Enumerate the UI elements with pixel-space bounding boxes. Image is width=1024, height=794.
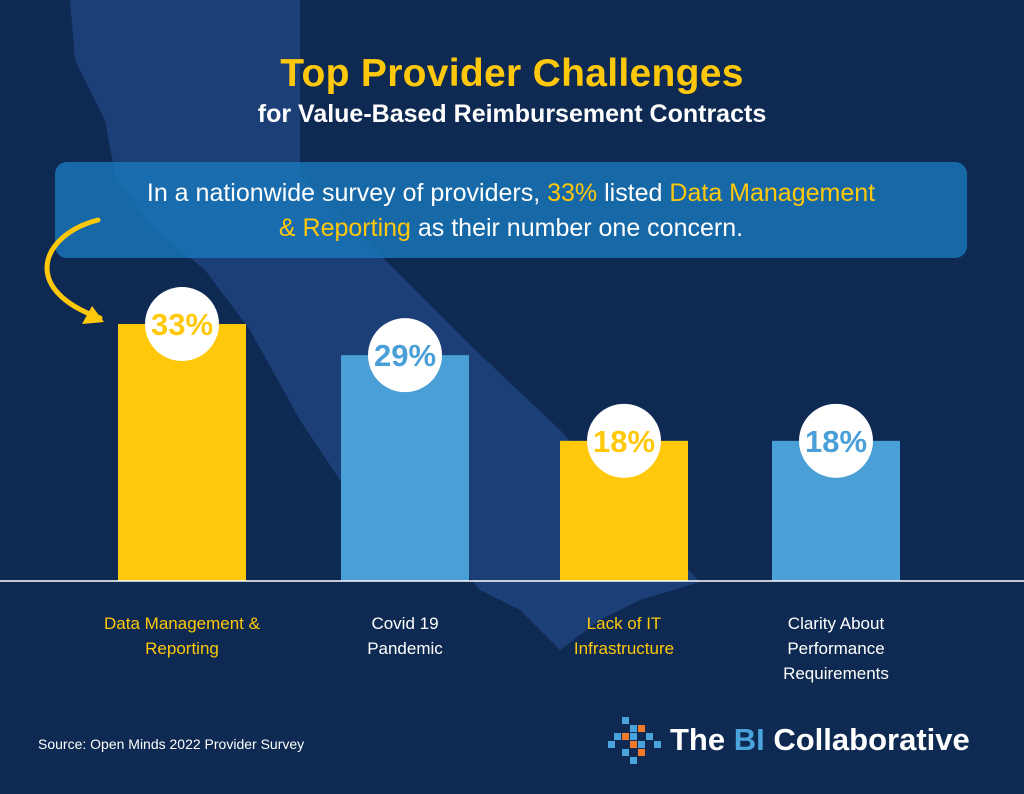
logo-text-collaborative: Collaborative	[764, 722, 970, 757]
value-badge-4	[799, 403, 873, 478]
category-label-line: Infrastructure	[573, 639, 675, 658]
logo-mark-icon	[608, 717, 661, 764]
value-label-1: 33%	[151, 307, 213, 342]
value-badge-2	[368, 318, 442, 393]
category-label-2: Covid 19 Pandemic	[295, 611, 515, 661]
curved-arrow-icon	[44, 217, 103, 321]
arrow-head-icon	[82, 306, 104, 324]
category-label-line: Clarity About	[787, 614, 885, 633]
bar-1	[118, 324, 246, 581]
page-subtitle: for Value-Based Reimbursement Contracts	[257, 100, 767, 128]
callout-text-1: In a nationwide survey of providers,	[146, 179, 548, 207]
category-label-4: Clarity About Performance Requirements	[726, 611, 946, 686]
category-label-line: Reporting	[145, 639, 219, 658]
category-label-line: Requirements	[783, 664, 889, 683]
value-label-2: 29%	[374, 338, 436, 373]
callout-text-2: listed	[597, 179, 670, 207]
category-label-line: Performance	[787, 639, 885, 658]
bar-2	[341, 355, 469, 581]
logo: The BI Collaborative	[608, 712, 970, 768]
value-badge-3	[587, 403, 661, 478]
page-title: Top Provider Challenges	[280, 52, 744, 95]
logo-text-the: The	[670, 722, 734, 757]
value-label-4: 18%	[805, 424, 867, 459]
source-note: Source: Open Minds 2022 Provider Survey	[38, 736, 305, 752]
logo-text: The BI Collaborative	[670, 722, 970, 758]
category-label-line: Pandemic	[367, 639, 443, 658]
callout-box: In a nationwide survey of providers, 33%…	[55, 162, 967, 258]
category-label-line: Data Management &	[104, 614, 260, 633]
callout-highlight-category: Data Management & Reporting	[278, 179, 876, 242]
logo-text-bi: BI	[733, 722, 765, 757]
value-badge-1	[145, 287, 219, 361]
category-label-line: Lack of IT	[586, 614, 662, 633]
callout-highlight-percent: 33%	[547, 179, 598, 207]
value-label-3: 18%	[593, 424, 655, 459]
callout-text-3: as their number one concern.	[410, 214, 744, 242]
category-label-line: Covid 19	[371, 614, 439, 633]
category-label-1: Data Management & Reporting	[72, 611, 292, 661]
category-label-3: Lack of IT Infrastructure	[514, 611, 734, 661]
